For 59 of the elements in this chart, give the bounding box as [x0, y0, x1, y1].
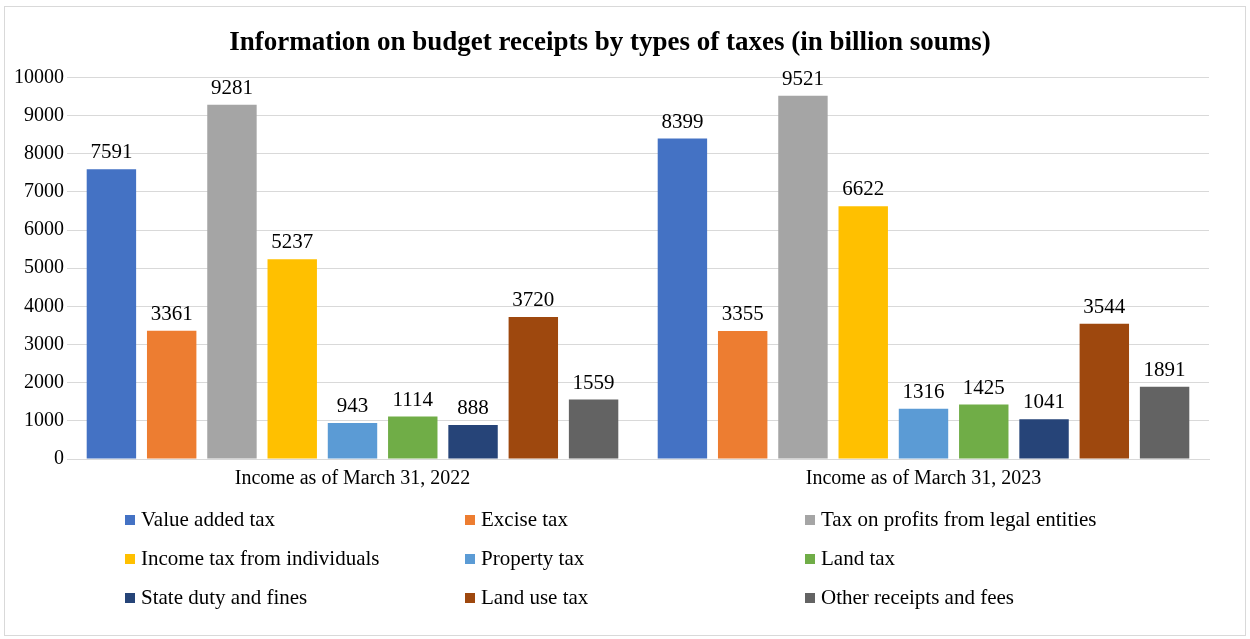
- data-label: 888: [457, 395, 489, 420]
- y-tick-label: 5000: [24, 255, 64, 278]
- data-label: 3544: [1083, 293, 1126, 318]
- bar: [267, 259, 317, 459]
- bar: [86, 169, 137, 459]
- y-tick-label: 7000: [24, 179, 64, 202]
- data-label: 9281: [210, 74, 253, 99]
- data-label: 1425: [962, 374, 1005, 399]
- y-tick-label: 3000: [24, 331, 64, 354]
- y-tick-label: 10000: [14, 64, 64, 87]
- legend-label: Income tax from individuals: [141, 546, 380, 571]
- bar: [838, 206, 888, 459]
- legend-label: Property tax: [481, 546, 585, 571]
- bar: [146, 330, 197, 459]
- y-tick-label: 0: [54, 446, 64, 469]
- bar: [1139, 386, 1190, 459]
- legend-label: Value added tax: [141, 507, 276, 532]
- bar: [207, 104, 257, 459]
- data-label: 1559: [572, 369, 615, 394]
- x-tick-label: Income as of March 31, 2023: [805, 466, 1042, 489]
- legend-label: Tax on profits from legal entities: [821, 507, 1097, 532]
- legend-label: Land tax: [821, 546, 896, 571]
- bar: [448, 425, 498, 459]
- data-label: 1041: [1023, 389, 1066, 414]
- data-label: 3720: [512, 287, 555, 312]
- data-label: 943: [336, 393, 369, 418]
- data-label: 9521: [781, 65, 824, 90]
- data-label: 8399: [661, 108, 704, 133]
- bar: [898, 408, 949, 459]
- bar: [1019, 419, 1069, 459]
- y-tick-label: 4000: [24, 293, 64, 316]
- bar: [568, 399, 619, 459]
- legend-label: Other receipts and fees: [821, 585, 1014, 610]
- data-label: 3361: [150, 300, 193, 325]
- bar: [388, 416, 438, 459]
- y-tick-label: 9000: [24, 102, 64, 125]
- legend-label: Land use tax: [481, 585, 589, 610]
- x-tick-label: Income as of March 31, 2022: [234, 466, 471, 489]
- data-label: 1316: [902, 378, 945, 403]
- bar: [657, 138, 708, 459]
- data-label: 6622: [842, 176, 885, 201]
- data-label: 1891: [1143, 356, 1186, 381]
- y-tick-label: 6000: [24, 217, 64, 240]
- legend-label: State duty and fines: [141, 585, 308, 610]
- y-tick-label: 8000: [24, 140, 64, 163]
- bar: [717, 330, 768, 459]
- chart-title: Information on budget receipts by types of taxes (in billion soums): [229, 26, 991, 57]
- legend-label: Excise tax: [481, 507, 568, 532]
- bar: [508, 317, 559, 459]
- bar: [778, 95, 828, 459]
- bar: [1079, 323, 1130, 459]
- data-label: 7591: [90, 139, 133, 164]
- y-tick-label: 2000: [24, 369, 64, 392]
- data-label: 5237: [271, 229, 314, 254]
- data-label: 1114: [392, 386, 434, 411]
- data-label: 3355: [721, 300, 764, 325]
- bar: [327, 423, 378, 459]
- y-tick-label: 1000: [24, 408, 64, 431]
- bar: [959, 404, 1009, 459]
